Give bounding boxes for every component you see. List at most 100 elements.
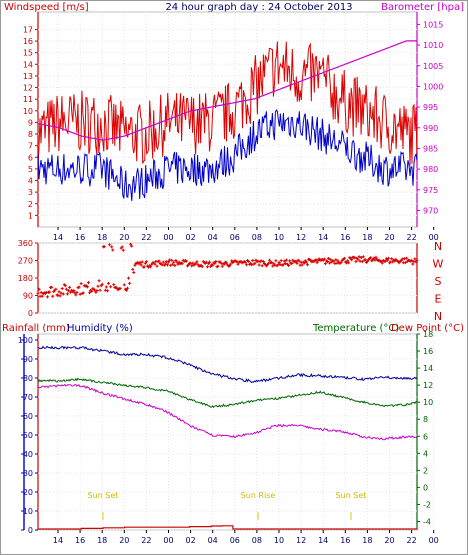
direction-point — [127, 276, 130, 280]
humidity-tick-label: 10 — [23, 507, 33, 516]
direction-point — [327, 257, 331, 260]
time-tick-label: 22 — [407, 233, 417, 242]
direction-point — [243, 260, 247, 264]
direction-point — [283, 262, 287, 265]
wind-panel-time-ticks: 14 16 18 20 22 00 02 04 06 08 10 12 14 16 18 20 22 00 — [53, 227, 439, 242]
sun-markers: Sun Set Sun Rise Sun Set — [88, 491, 366, 520]
direction-point — [77, 285, 81, 289]
direction-point — [204, 260, 208, 264]
time-tick-label: 14 — [318, 233, 328, 242]
direction-point — [191, 261, 195, 265]
direction-point — [369, 256, 373, 260]
direction-point — [372, 256, 376, 260]
wind-panel-series — [37, 40, 418, 201]
direction-point — [161, 260, 165, 264]
time-tick-label: 02 — [186, 233, 196, 242]
direction-point — [353, 256, 357, 260]
dewpoint-axis-label: Dew Point (°C) — [391, 323, 464, 334]
direction-point — [95, 289, 99, 293]
time-tick-label: 16 — [340, 233, 350, 242]
direction-point — [109, 285, 113, 289]
direction-point — [195, 260, 199, 264]
direction-point — [63, 284, 67, 288]
direction-point — [54, 287, 58, 291]
direction-point — [88, 291, 92, 295]
direction-point — [247, 259, 251, 263]
direction-point — [305, 260, 308, 264]
sunrise-label: Sun Rise — [241, 491, 276, 500]
humidity-tick-label: 50 — [23, 431, 33, 440]
direction-point — [57, 290, 61, 294]
direction-point — [294, 260, 298, 263]
barometer-tick-label: 980 — [423, 165, 438, 174]
humidity-line — [38, 383, 418, 441]
direction-point — [323, 262, 327, 266]
direction-point — [104, 285, 108, 289]
temperature-tick-label: 2 — [423, 466, 428, 475]
direction-point — [106, 289, 109, 293]
barometer-tick-label: 970 — [423, 206, 438, 215]
temperature-tick-label: 12 — [423, 381, 433, 390]
direction-point — [97, 279, 101, 283]
direction-point — [36, 291, 40, 295]
rainfall-line — [38, 525, 417, 530]
barometer-ticks: 970 975 980 985 990 995 1000 1005 1010 1015 — [417, 20, 443, 215]
direction-point — [121, 248, 125, 252]
direction-point — [403, 261, 407, 265]
direction-point — [46, 295, 49, 299]
direction-point — [259, 259, 263, 263]
direction-point — [356, 258, 360, 262]
direction-points — [36, 242, 419, 299]
direction-point — [206, 265, 209, 269]
direction-point — [230, 259, 234, 263]
temperature-ticks: -4 -2 0 2 4 6 8 10 12 14 16 18 — [417, 330, 433, 526]
windspeed-tick-label: 13 — [23, 72, 33, 81]
direction-point — [253, 261, 257, 265]
direction-point — [228, 264, 232, 268]
direction-ticks: 360 270 180 90 0 — [18, 239, 38, 318]
windspeed-tick-label: 17 — [23, 25, 33, 34]
direction-point — [279, 259, 283, 263]
direction-point — [107, 281, 110, 285]
time-tick-label: 22 — [141, 233, 151, 242]
direction-point — [329, 258, 333, 262]
time-tick-label: 22 — [141, 536, 151, 545]
time-tick-label: 18 — [97, 233, 107, 242]
windspeed-tick-label: 4 — [28, 177, 33, 186]
direction-point — [200, 265, 204, 269]
direction-point — [328, 261, 332, 265]
temperature-tick-label: 14 — [423, 364, 433, 373]
direction-point — [214, 260, 218, 263]
time-tick-label: 06 — [230, 536, 240, 545]
direction-point — [177, 260, 181, 264]
time-tick-label: 00 — [429, 536, 439, 545]
direction-point — [96, 284, 100, 288]
barometer-tick-label: 990 — [423, 124, 438, 133]
direction-point — [140, 260, 144, 264]
windspeed-tick-label: 5 — [28, 165, 33, 174]
direction-point — [102, 245, 106, 249]
direction-point — [129, 242, 133, 246]
barometer-tick-label: 985 — [423, 144, 438, 153]
direction-point — [282, 259, 286, 263]
direction-point — [314, 258, 318, 262]
direction-point — [346, 259, 349, 263]
direction-point — [58, 294, 62, 298]
direction-point — [379, 259, 383, 263]
windspeed-tick-label: 1 — [28, 211, 33, 220]
direction-point — [209, 265, 213, 268]
temperature-tick-label: 4 — [423, 449, 428, 458]
direction-point — [270, 261, 274, 264]
barometer-tick-label: 975 — [423, 186, 438, 195]
direction-point — [274, 259, 278, 263]
direction-point — [213, 261, 217, 265]
direction-point — [260, 264, 264, 268]
direction-point — [397, 261, 401, 265]
sunset-label-1: Sun Set — [88, 491, 119, 500]
compass-label-n: N — [434, 240, 442, 253]
direction-tick-label: 360 — [18, 239, 33, 248]
direction-point — [361, 255, 365, 259]
direction-point — [139, 263, 143, 267]
time-tick-label: 00 — [163, 233, 173, 242]
